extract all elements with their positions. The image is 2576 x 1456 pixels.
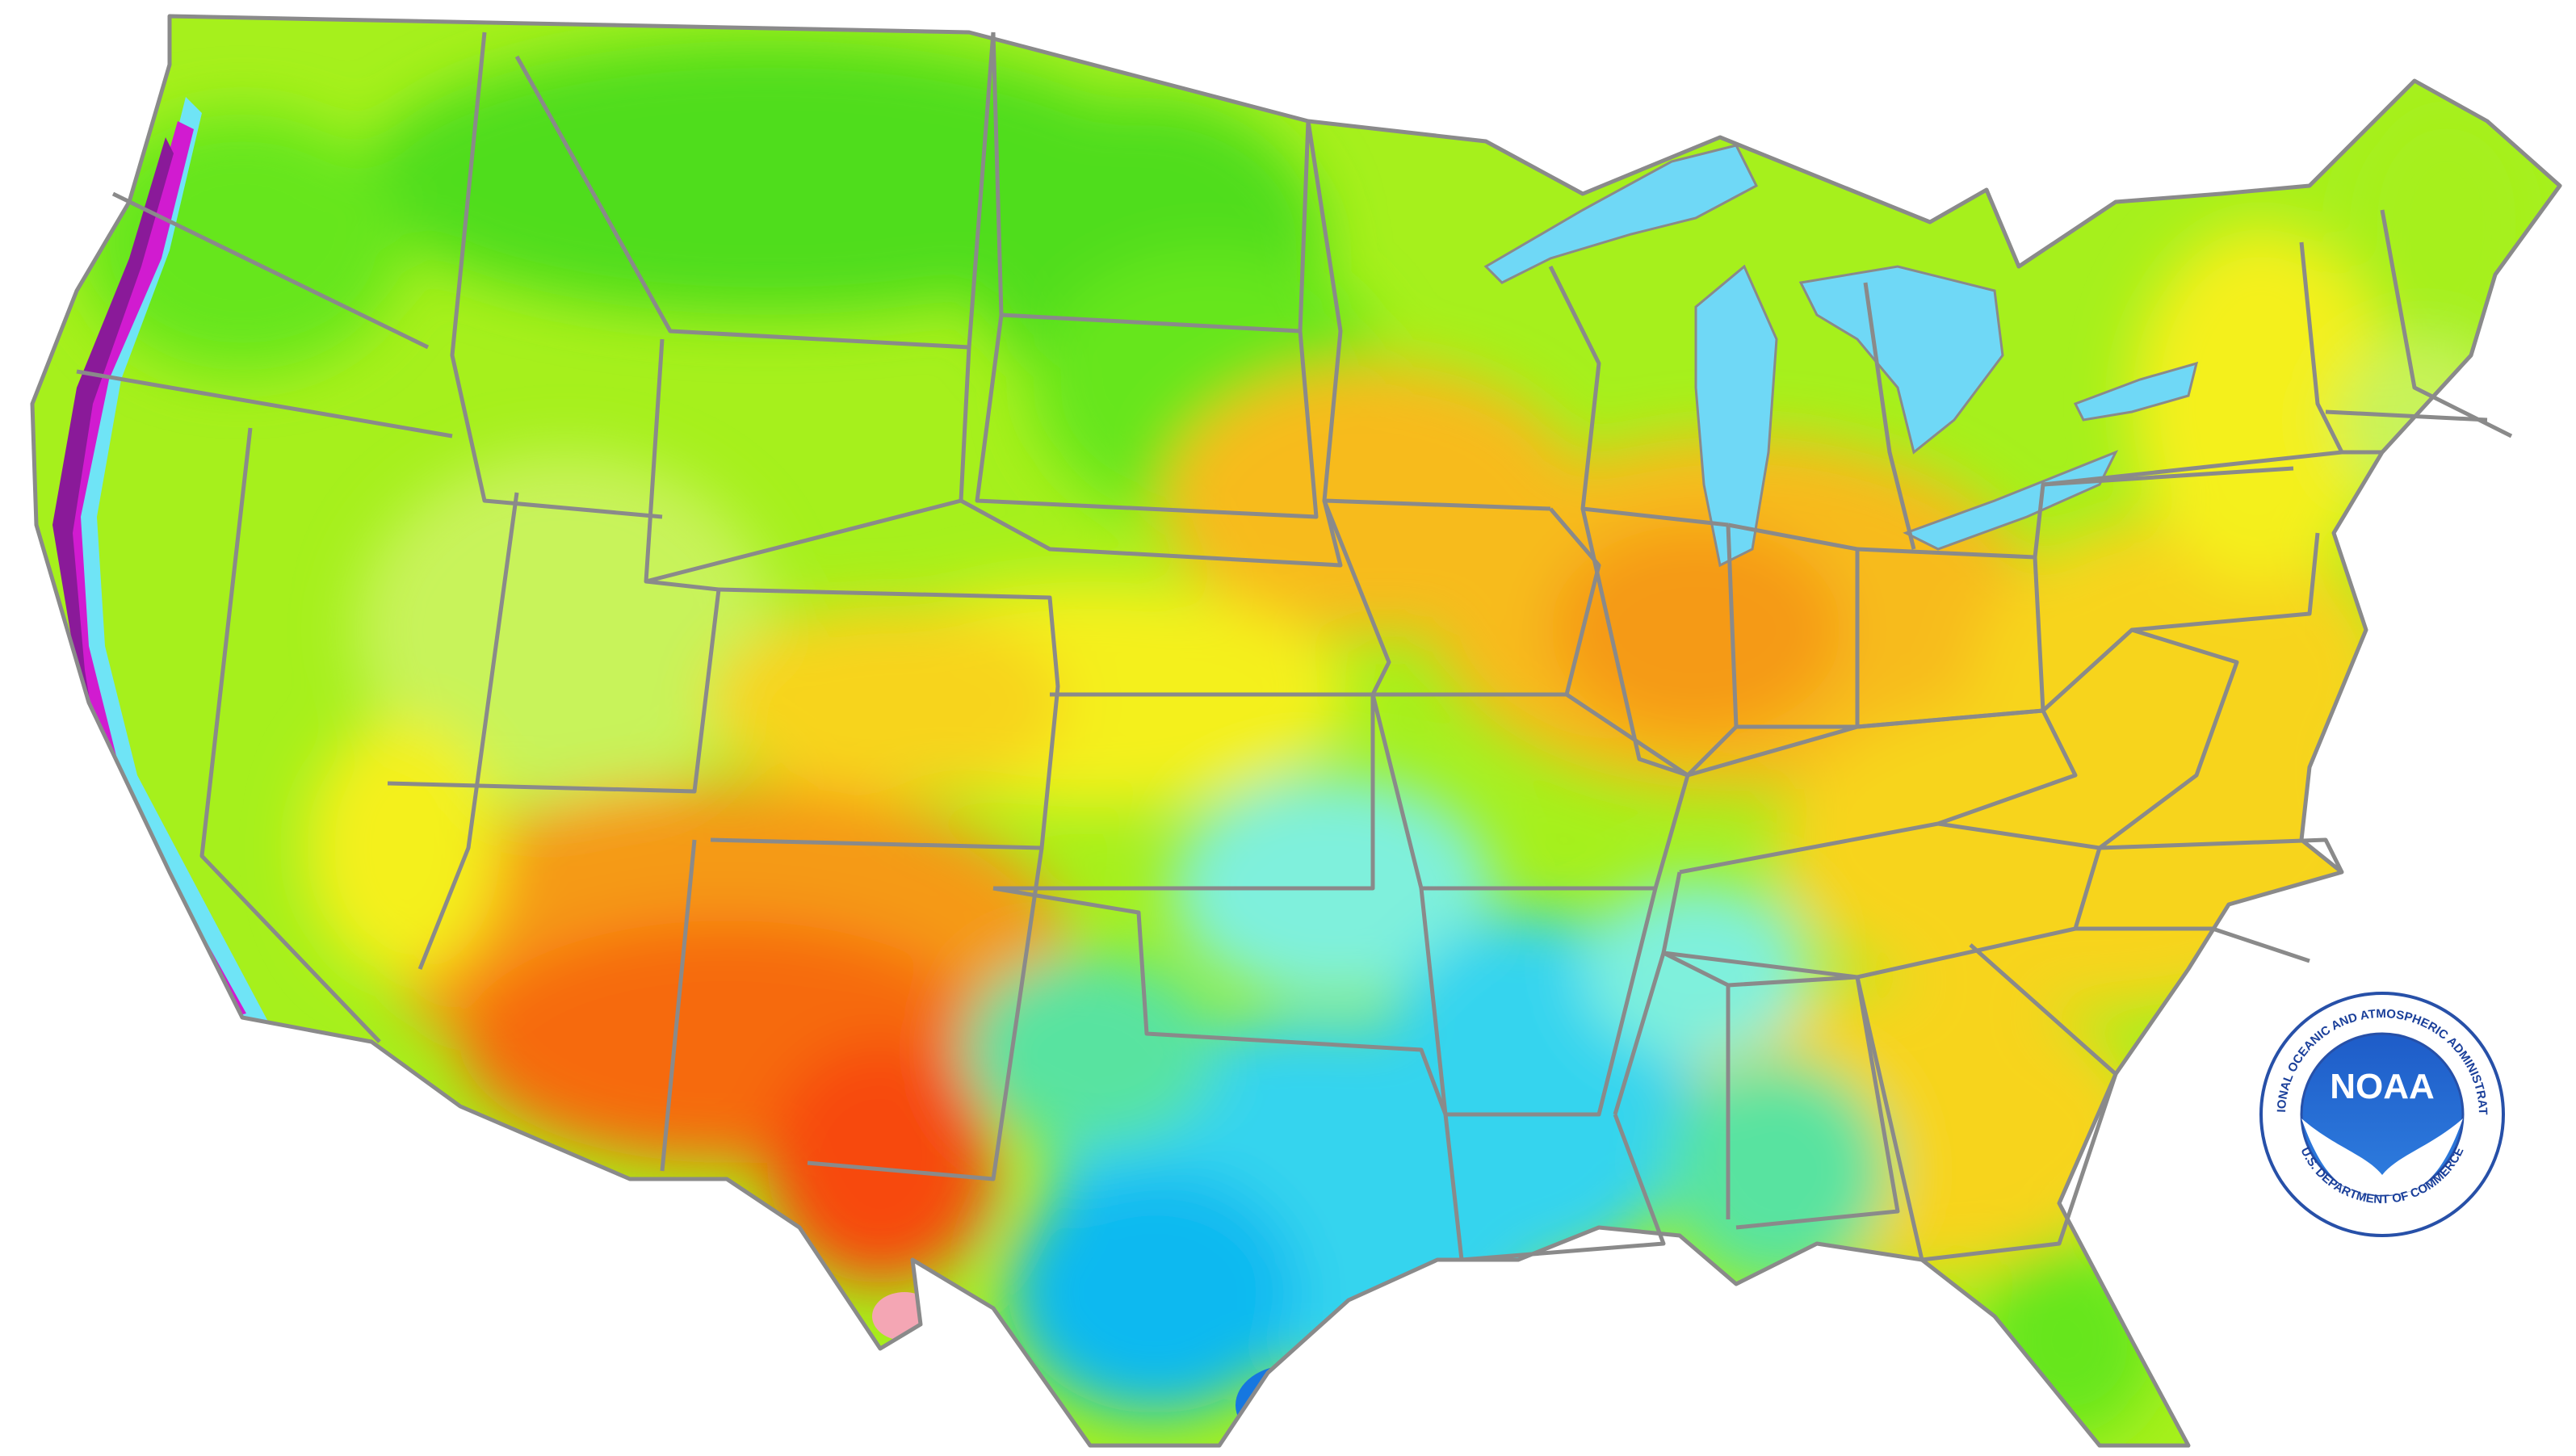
border-vt-nh bbox=[2299, 241, 2344, 454]
border-nm-tx bbox=[807, 847, 1044, 1181]
border-ar bbox=[1419, 887, 1658, 1117]
border-ms bbox=[1613, 950, 1731, 1219]
lake-superior bbox=[1483, 144, 1758, 284]
border-wv-va bbox=[2041, 627, 2239, 850]
border-ky bbox=[1679, 708, 2078, 875]
logo-wordmark: NOAA bbox=[2330, 1067, 2435, 1106]
lake-erie bbox=[1903, 450, 2119, 551]
lake-huron bbox=[1798, 265, 2004, 455]
seagull-icon bbox=[2301, 1118, 2463, 1195]
border-nv-ut bbox=[417, 492, 519, 970]
border-nc-sc bbox=[2075, 926, 2310, 963]
us-outline bbox=[30, 14, 2562, 1448]
border-az-nm bbox=[660, 839, 697, 1172]
border-ia-ne bbox=[1322, 500, 1391, 696]
border-sd bbox=[975, 314, 1319, 519]
border-mt-wy bbox=[514, 31, 996, 350]
border-nd bbox=[991, 31, 1311, 334]
border-or-ca bbox=[76, 369, 453, 438]
border-sc-ga bbox=[1969, 943, 2117, 1076]
border-va-nc bbox=[2099, 837, 2344, 874]
noaa-logo: NOAA NATIONAL OCEANIC AND ATMOSPHERIC AD… bbox=[2253, 985, 2505, 1237]
border-ia-mo bbox=[1373, 507, 1601, 697]
border-id bbox=[450, 31, 663, 519]
great-lakes bbox=[1483, 144, 2199, 568]
lake-michigan bbox=[1694, 264, 1778, 568]
border-tn bbox=[1661, 821, 2102, 980]
border-wi bbox=[1548, 265, 1729, 527]
border-co bbox=[710, 587, 1060, 850]
border-ma bbox=[2325, 409, 2488, 422]
border-al bbox=[1727, 975, 1900, 1230]
state-borders bbox=[30, 14, 2562, 1448]
border-mn bbox=[1306, 120, 1551, 511]
border-ks-ok bbox=[993, 692, 1375, 891]
border-la bbox=[1443, 1114, 1666, 1262]
border-mo bbox=[1370, 692, 1690, 891]
border-in bbox=[1727, 522, 1860, 729]
border-mi bbox=[1863, 282, 1916, 550]
border-ga bbox=[1855, 976, 2118, 1262]
border-wa-or bbox=[111, 191, 430, 350]
border-ca-nv bbox=[199, 427, 381, 1043]
border-pa-md bbox=[2131, 532, 2320, 632]
lake-ontario bbox=[2073, 361, 2199, 422]
border-ok-tx bbox=[992, 886, 1448, 1115]
border-ne bbox=[959, 498, 1343, 568]
